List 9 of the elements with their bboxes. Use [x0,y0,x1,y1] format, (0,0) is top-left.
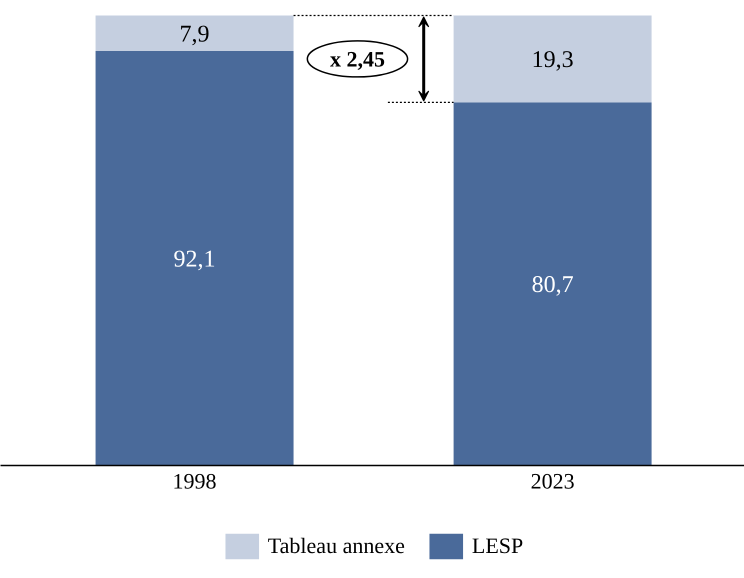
x-tick-label: 2023 [530,468,575,494]
data-label: 19,3 [532,46,574,73]
legend-label: Tableau annexe [268,533,405,559]
data-label: 92,1 [174,246,216,272]
data-label: 80,7 [532,272,574,298]
x-tick-label: 1998 [172,468,217,494]
legend-label: LESP [472,533,524,559]
annotation: x 2,45 [330,46,385,72]
data-label: 7,9 [180,21,210,48]
